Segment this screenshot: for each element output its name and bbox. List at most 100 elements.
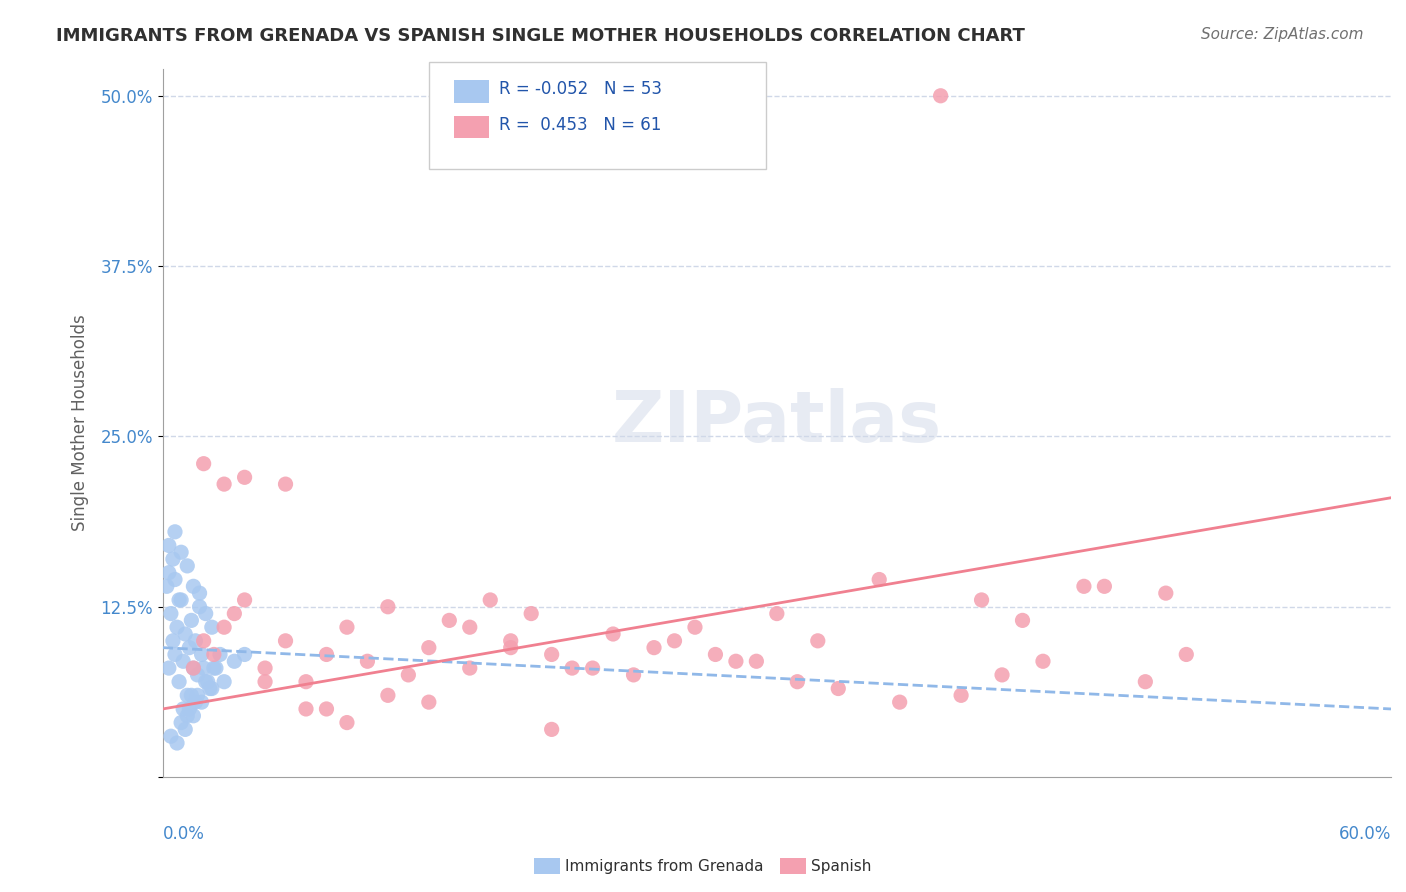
Point (162, 552, 184, 566)
Point (163, 573, 186, 587)
Text: Source: ZipAtlas.com: Source: ZipAtlas.com (1201, 27, 1364, 42)
Point (170, 593, 193, 607)
Point (623, 668, 645, 682)
Point (183, 708, 205, 723)
Point (190, 648, 212, 662)
Point (167, 674, 190, 689)
Point (160, 729, 183, 743)
Point (188, 586, 211, 600)
Point (174, 723, 197, 737)
Point (170, 545, 193, 559)
Text: R =  0.453   N = 61: R = 0.453 N = 61 (499, 116, 661, 134)
Point (439, 614, 461, 628)
Point (172, 654, 194, 668)
Point (202, 661, 225, 675)
Point (180, 689, 202, 703)
Point (1011, 614, 1033, 628)
Point (254, 661, 277, 675)
Text: Immigrants from Grenada: Immigrants from Grenada (565, 859, 763, 873)
Point (212, 477, 235, 491)
Point (377, 599, 399, 614)
Point (1154, 586, 1177, 600)
Point (336, 620, 359, 634)
Point (157, 538, 180, 552)
Point (499, 633, 522, 648)
Point (1073, 579, 1095, 593)
Point (745, 654, 768, 668)
Point (163, 648, 186, 662)
Point (396, 668, 419, 682)
Point (991, 668, 1014, 682)
Point (315, 648, 337, 662)
Point (156, 579, 179, 593)
Point (254, 674, 277, 689)
Point (970, 593, 993, 607)
Point (180, 614, 202, 628)
Point (198, 681, 221, 696)
Text: Spanish: Spanish (811, 859, 872, 873)
Point (174, 627, 197, 641)
Point (201, 681, 224, 696)
Point (167, 593, 190, 607)
Point (157, 661, 180, 675)
Point (179, 702, 201, 716)
Text: R = -0.052   N = 53: R = -0.052 N = 53 (499, 80, 662, 98)
Point (561, 661, 583, 675)
Text: IMMIGRANTS FROM GRENADA VS SPANISH SINGLE MOTHER HOUSEHOLDS CORRELATION CHART: IMMIGRANTS FROM GRENADA VS SPANISH SINGL… (56, 27, 1025, 45)
Point (160, 607, 183, 621)
Point (194, 607, 217, 621)
Point (183, 579, 205, 593)
Point (929, 88, 952, 103)
Point (193, 457, 215, 471)
Point (224, 654, 246, 668)
Point (193, 633, 215, 648)
Point (233, 470, 256, 484)
Point (520, 607, 543, 621)
Point (540, 723, 562, 737)
Point (157, 566, 180, 580)
Text: ZIPatlas: ZIPatlas (612, 388, 942, 458)
Point (166, 620, 188, 634)
Text: 0.0%: 0.0% (163, 825, 205, 843)
Point (868, 573, 890, 587)
Point (186, 668, 208, 682)
Point (170, 715, 193, 730)
Point (540, 648, 562, 662)
Point (602, 627, 624, 641)
Point (193, 661, 215, 675)
Point (683, 620, 706, 634)
Point (183, 661, 205, 675)
Point (1092, 579, 1115, 593)
Point (176, 689, 198, 703)
Point (172, 702, 194, 716)
Point (176, 558, 198, 573)
Point (458, 620, 481, 634)
Point (212, 674, 235, 689)
Point (418, 640, 440, 655)
Point (704, 648, 727, 662)
Point (724, 654, 747, 668)
Point (163, 524, 186, 539)
Point (1175, 648, 1198, 662)
Point (1032, 654, 1054, 668)
Point (1135, 674, 1157, 689)
Point (664, 633, 686, 648)
Point (194, 674, 217, 689)
Point (458, 661, 481, 675)
Point (295, 702, 318, 716)
Point (224, 607, 246, 621)
Point (233, 648, 256, 662)
Point (190, 695, 212, 709)
Point (315, 702, 337, 716)
Point (201, 620, 224, 634)
Point (295, 674, 318, 689)
Point (786, 674, 808, 689)
Point (274, 477, 297, 491)
Point (176, 708, 198, 723)
Point (418, 695, 440, 709)
Point (202, 648, 225, 662)
Point (479, 593, 502, 607)
Point (166, 736, 188, 750)
Point (197, 674, 219, 689)
Point (950, 689, 973, 703)
